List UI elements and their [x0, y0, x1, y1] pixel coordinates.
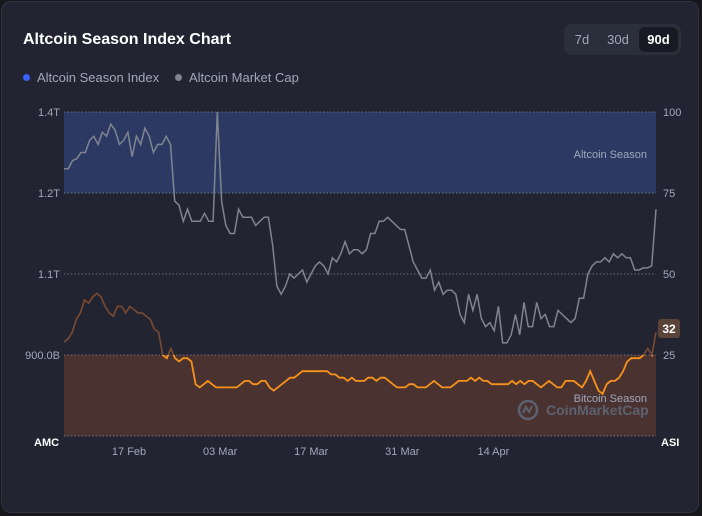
- range-30d-button[interactable]: 30d: [607, 32, 629, 47]
- series-lines: [63, 111, 657, 396]
- left-tick-label: 1.1T: [38, 269, 60, 281]
- x-tick-label: 31 Mar: [385, 446, 420, 458]
- x-axis-ticks: 17 Feb 03 Mar 17 Mar 31 Mar 14 Apr: [112, 446, 510, 458]
- right-tick-label: 100: [663, 107, 681, 119]
- watermark-text: CoinMarketCap: [546, 402, 649, 418]
- legend-dot-amc: [175, 74, 182, 81]
- legend-item-asi[interactable]: Altcoin Season Index: [23, 70, 159, 85]
- bitcoin-season-label: Bitcoin Season: [574, 393, 647, 405]
- range-90d-button[interactable]: 90d: [639, 27, 678, 52]
- left-axis-ticks: 1.4T 1.2T 1.1T 900.0B: [25, 107, 60, 362]
- current-index-badge: 32: [658, 319, 680, 338]
- x-tick-label: 14 Apr: [477, 446, 509, 458]
- legend-label-asi: Altcoin Season Index: [37, 70, 160, 85]
- right-tick-label: 50: [663, 269, 675, 281]
- x-tick-label: 03 Mar: [203, 446, 238, 458]
- chart-title: Altcoin Season Index Chart: [23, 31, 232, 48]
- range-7d-button[interactable]: 7d: [574, 32, 590, 47]
- right-tick-label: 75: [663, 188, 675, 200]
- coinmarketcap-watermark: CoinMarketCap: [517, 399, 649, 421]
- current-index-value: 32: [662, 322, 676, 336]
- x-tick-label: 17 Feb: [112, 446, 146, 458]
- legend-dot-asi: [23, 74, 30, 81]
- right-tick-label: 25: [663, 350, 675, 362]
- left-tick-label: 1.4T: [38, 107, 60, 119]
- left-tick-label: 1.2T: [38, 188, 60, 200]
- legend-label-amc: Altcoin Market Cap: [189, 70, 299, 85]
- asi-line: [161, 355, 653, 396]
- bitcoin-season-zone: [64, 355, 656, 436]
- amc-line: [64, 111, 657, 344]
- altcoin-season-zone: [64, 112, 656, 193]
- left-tick-label: 900.0B: [25, 350, 60, 362]
- range-selector: 7d 30d 90d: [564, 24, 681, 55]
- current-index-badge-bg: [658, 319, 680, 338]
- left-axis-label: AMC: [34, 437, 59, 449]
- legend-item-amc[interactable]: Altcoin Market Cap: [175, 70, 299, 85]
- coinmarketcap-logo-mark: [522, 404, 533, 415]
- coinmarketcap-logo-icon: [517, 399, 539, 421]
- right-axis-ticks: 100 75 50 25: [663, 107, 681, 362]
- altcoin-season-label: Altcoin Season: [574, 149, 647, 161]
- right-axis-label: ASI: [661, 437, 679, 449]
- x-tick-label: 17 Mar: [294, 446, 329, 458]
